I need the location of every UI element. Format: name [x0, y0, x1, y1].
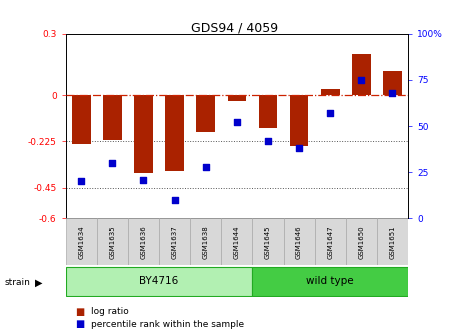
Text: GSM1647: GSM1647 — [327, 225, 333, 259]
Text: GSM1651: GSM1651 — [389, 225, 395, 259]
Bar — [128, 218, 159, 265]
Text: wild type: wild type — [306, 277, 354, 286]
Text: GSM1650: GSM1650 — [358, 225, 364, 259]
Bar — [197, 95, 215, 132]
Bar — [258, 95, 277, 128]
Text: ■: ■ — [75, 307, 84, 317]
Text: ▶: ▶ — [35, 278, 42, 288]
Text: GSM1634: GSM1634 — [78, 225, 84, 259]
Bar — [377, 218, 408, 265]
Bar — [221, 218, 252, 265]
Point — [171, 197, 178, 203]
Text: GSM1645: GSM1645 — [265, 225, 271, 259]
Bar — [315, 218, 346, 265]
Bar — [321, 89, 340, 95]
Text: log ratio: log ratio — [91, 307, 128, 316]
Bar — [103, 95, 121, 140]
Bar — [165, 95, 184, 171]
Bar — [190, 218, 221, 265]
Bar — [252, 218, 284, 265]
Text: GSM1635: GSM1635 — [109, 225, 115, 259]
Point — [233, 120, 241, 125]
Bar — [352, 54, 371, 95]
Bar — [72, 95, 91, 144]
Point — [357, 77, 365, 82]
Text: strain: strain — [5, 279, 30, 287]
Text: GSM1637: GSM1637 — [172, 225, 178, 259]
Point — [109, 160, 116, 166]
Text: ■: ■ — [75, 319, 84, 329]
Text: GSM1636: GSM1636 — [141, 225, 146, 259]
Text: GSM1646: GSM1646 — [296, 225, 302, 259]
Bar — [134, 95, 153, 173]
Point — [389, 90, 396, 95]
Point — [295, 145, 303, 151]
Text: GSM1638: GSM1638 — [203, 225, 209, 259]
Text: BY4716: BY4716 — [139, 277, 179, 286]
Point — [140, 177, 147, 182]
Text: GDS94 / 4059: GDS94 / 4059 — [191, 22, 278, 35]
Bar — [97, 218, 128, 265]
Bar — [252, 267, 408, 296]
Point — [77, 179, 85, 184]
Point — [264, 138, 272, 143]
Bar — [159, 218, 190, 265]
Text: percentile rank within the sample: percentile rank within the sample — [91, 320, 243, 329]
Bar — [383, 71, 402, 95]
Bar — [66, 218, 97, 265]
Point — [326, 110, 334, 116]
Bar — [227, 95, 246, 101]
Bar — [290, 95, 309, 145]
Bar — [66, 267, 252, 296]
Bar — [346, 218, 377, 265]
Bar — [284, 218, 315, 265]
Point — [202, 164, 210, 169]
Text: GSM1644: GSM1644 — [234, 225, 240, 259]
